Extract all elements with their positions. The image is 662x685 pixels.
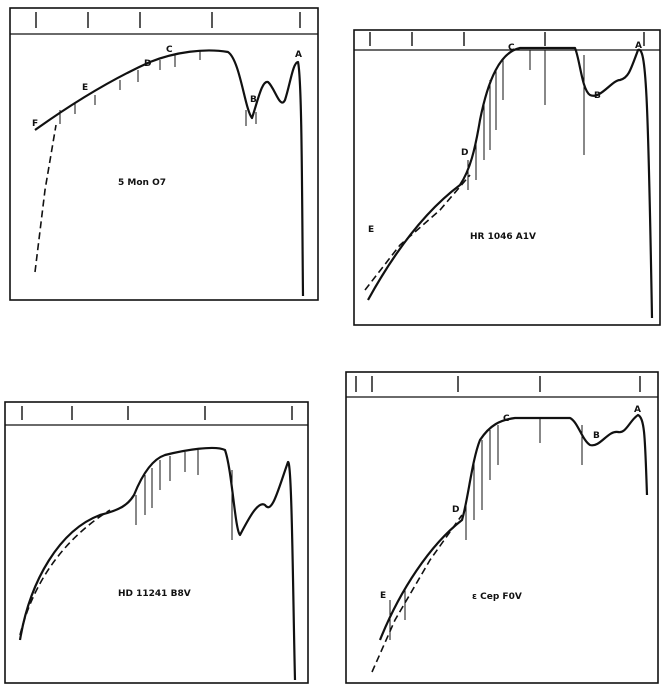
spectrum-curve bbox=[18, 446, 297, 681]
point-letter: B bbox=[594, 91, 601, 101]
point-letter: C bbox=[508, 43, 515, 53]
absorption-lines bbox=[59, 50, 257, 126]
panel-frame bbox=[353, 29, 661, 326]
panel: 5 Mon O7 A B C D E F bbox=[9, 7, 319, 301]
continuum-line bbox=[34, 124, 57, 273]
panel-label: HR 1046 A1V bbox=[470, 232, 536, 242]
point-letter: A bbox=[634, 405, 641, 415]
panel-label: HD 11241 B8V bbox=[118, 589, 191, 599]
scale-ticks bbox=[21, 406, 293, 420]
point-letter: D bbox=[461, 148, 468, 158]
panel: ε Cep F0V A B C D E bbox=[345, 371, 659, 684]
spectrum-curve bbox=[378, 413, 649, 641]
point-letter: F bbox=[32, 119, 38, 129]
point-letter: E bbox=[368, 225, 374, 235]
panel-label: ε Cep F0V bbox=[472, 592, 522, 602]
point-letter: C bbox=[166, 45, 173, 55]
point-letter: C bbox=[503, 414, 510, 424]
scale-ticks bbox=[35, 12, 301, 28]
point-letter: D bbox=[144, 59, 151, 69]
spectrum-curve bbox=[34, 49, 305, 297]
panel-label: 5 Mon O7 bbox=[118, 178, 166, 188]
panel: HR 1046 A1V A B C D E bbox=[353, 29, 661, 326]
scale-ticks bbox=[355, 376, 641, 392]
panel: HD 11241 B8V bbox=[4, 401, 309, 684]
point-letter: A bbox=[635, 41, 642, 51]
spectrum-curve bbox=[367, 46, 654, 319]
point-letter: D bbox=[452, 505, 459, 515]
panel-frame bbox=[345, 371, 659, 684]
absorption-lines bbox=[467, 50, 585, 190]
point-letter: E bbox=[380, 591, 386, 601]
point-letter: B bbox=[250, 95, 257, 105]
continuum-line bbox=[364, 174, 471, 291]
panel-frame bbox=[4, 401, 309, 684]
absorption-lines bbox=[389, 418, 583, 640]
scale-ticks bbox=[369, 32, 645, 46]
continuum-line bbox=[371, 514, 463, 673]
absorption-lines bbox=[135, 450, 233, 540]
point-letter: B bbox=[593, 431, 600, 441]
continuum-line bbox=[19, 509, 111, 636]
point-letter: E bbox=[82, 83, 88, 93]
point-letter: A bbox=[295, 50, 302, 60]
panel-frame bbox=[9, 7, 319, 301]
